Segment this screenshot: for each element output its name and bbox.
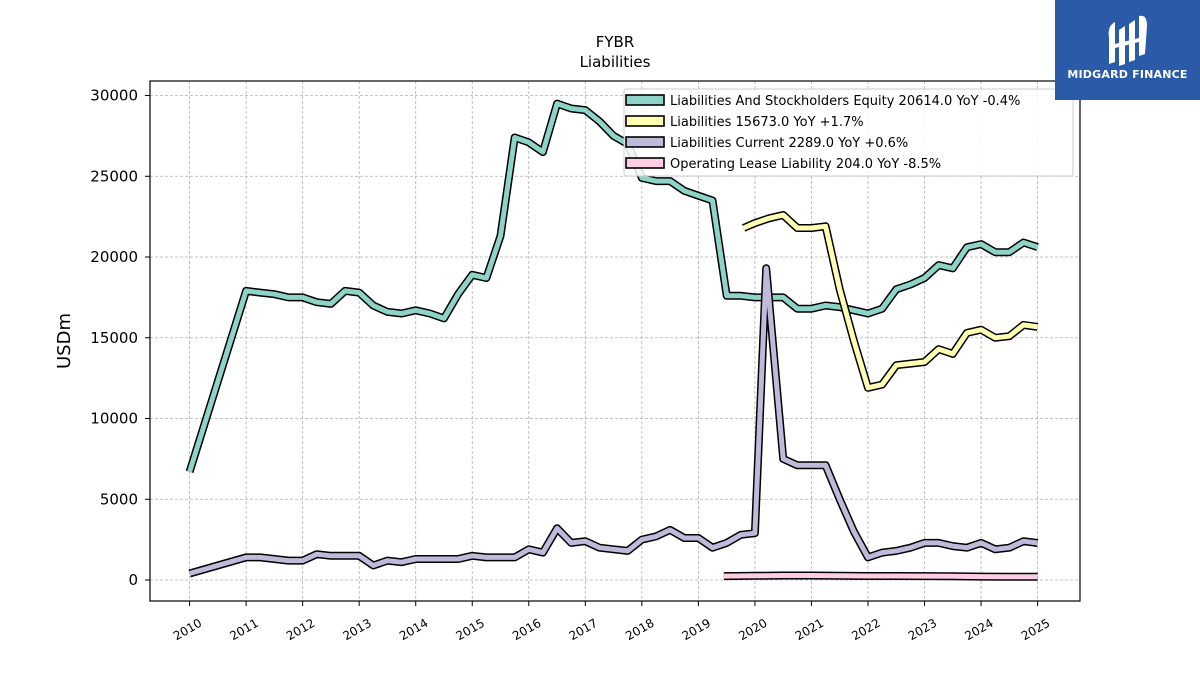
x-tick-label: 2022 [849,616,882,643]
x-tick-label: 2015 [454,616,487,643]
legend-swatch-operating-lease-liability [625,157,665,169]
y-tick-label: 10000 [90,410,138,428]
y-tick-label: 5000 [100,490,138,508]
x-tick-label: 2018 [623,616,656,643]
x-tick-label: 2023 [906,616,939,643]
x-tick-label: 2017 [567,616,600,643]
legend-swatch-liabilities-current [625,136,665,148]
plot-frame [149,80,1081,602]
y-tick-label: 20000 [90,248,138,266]
y-axis: 0 5000 10000 15000 20000 25000 30000 [90,87,150,589]
legend-swatch-liabilities-and-stockholders-equity [625,94,665,106]
y-tick-label: 30000 [90,87,138,105]
logo-mark-icon [1108,15,1147,66]
legend-swatch-liabilities [625,115,665,127]
logo-text: MIDGARD FINANCE [1067,68,1188,81]
legend: Liabilities And Stockholders Equity 2061… [623,88,1074,177]
x-tick-label: 2012 [284,616,317,643]
x-tick-label: 2016 [510,616,543,643]
x-tick-label: 2014 [397,616,430,643]
legend-box [623,88,1074,177]
x-tick-label: 2011 [227,616,260,643]
x-tick-label: 2019 [680,616,713,643]
series-outline-liabilities-current [188,264,1039,578]
x-tick-label: 2020 [736,616,769,643]
y-tick-label: 15000 [90,329,138,347]
x-tick-label: 2025 [1019,616,1052,643]
x-tick-label: 2021 [793,616,826,643]
series-line-liabilities-current [188,265,1038,576]
chart-title: FYBR [596,33,635,51]
y-tick-label: 0 [128,571,138,589]
legend-label-operating-lease-liability: Operating Lease Liability 204.0 YoY -8.5… [670,157,941,172]
x-tick-label: 2013 [340,616,373,643]
legend-label-liabilities-current: Liabilities Current 2289.0 YoY +0.6% [670,136,908,151]
series-line-liabilities [742,212,1038,391]
y-axis-label: USDm [54,313,75,369]
midgard-finance-logo: MIDGARD FINANCE [1055,0,1200,100]
legend-label-liabilities: Liabilities 15673.0 YoY +1.7% [670,115,864,130]
x-tick-label: 2024 [962,616,995,643]
series-line-operating-lease-liability [723,573,1038,580]
x-tick-label: 2010 [171,616,204,643]
legend-label-liabilities-and-stockholders-equity: Liabilities And Stockholders Equity 2061… [670,94,1020,109]
chart-subtitle: Liabilities [580,53,651,71]
y-tick-label: 25000 [90,167,138,185]
x-axis: 2010 2011 2012 2013 2014 2015 2016 2017 2018 2019… [171,601,1052,643]
